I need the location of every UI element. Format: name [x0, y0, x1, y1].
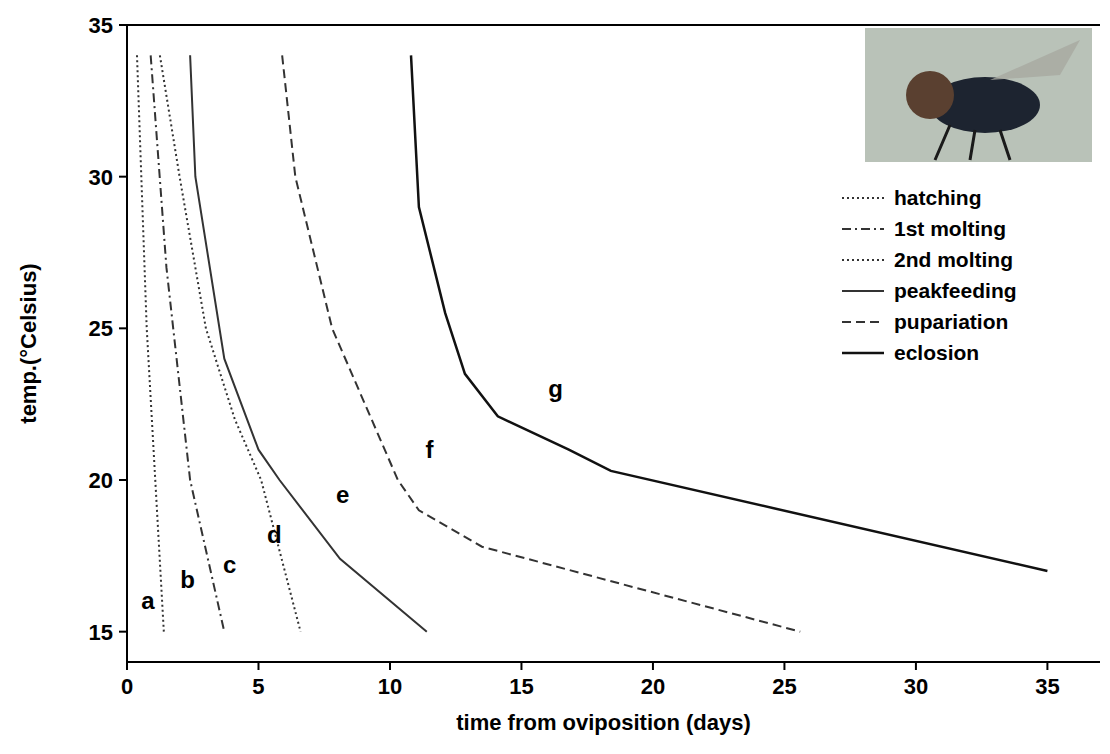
legend-label: eclosion [894, 341, 979, 364]
series-line [282, 55, 800, 631]
x-axis-line [127, 661, 1100, 663]
legend-label: hatching [894, 186, 982, 209]
legend-label: 1st molting [894, 217, 1006, 240]
photo-inset [865, 28, 1092, 162]
x-tick-label: 15 [509, 674, 533, 699]
fly-legs [935, 125, 1010, 160]
fly-wing [990, 40, 1080, 80]
x-tick-label: 25 [772, 674, 796, 699]
y-tick [119, 176, 127, 178]
y-axis-title: temp.(°Celsius) [16, 263, 41, 423]
region-label: g [548, 375, 563, 402]
axes: 0 5 10 15 20 25 30 35 15 20 25 30 35 [89, 13, 1100, 699]
series-line [137, 55, 164, 631]
x-tick [520, 662, 522, 670]
series-line [411, 55, 1047, 571]
y-tick-label: 30 [89, 165, 113, 190]
y-tick-label: 25 [89, 316, 113, 341]
series-line [151, 55, 225, 631]
photo-bg [865, 28, 1092, 162]
y-tick [119, 631, 127, 633]
x-tick [126, 662, 128, 670]
x-tick [652, 662, 654, 670]
fly-head [906, 71, 954, 119]
region-label: d [267, 521, 282, 548]
x-tick-label: 10 [378, 674, 402, 699]
plot-area [137, 55, 1047, 631]
chart: 0 5 10 15 20 25 30 35 15 20 25 30 35 time from ovipos… [0, 0, 1110, 754]
x-tick-label: 35 [1035, 674, 1059, 699]
x-tick [1046, 662, 1048, 670]
y-tick-label: 20 [89, 468, 113, 493]
region-label: b [180, 566, 195, 593]
series-line [160, 55, 301, 631]
x-axis-title: time from oviposition (days) [456, 710, 751, 735]
x-tick-label: 5 [252, 674, 264, 699]
x-tick [389, 662, 391, 670]
y-tick-label: 35 [89, 13, 113, 38]
legend-swatch [842, 290, 884, 292]
region-label: f [425, 436, 434, 463]
region-label: e [336, 481, 349, 508]
region-label: c [223, 551, 236, 578]
legend-label: peakfeeding [894, 279, 1017, 302]
legend-swatch [842, 321, 884, 323]
legend-label: 2nd molting [894, 248, 1013, 271]
series-line [190, 55, 427, 631]
legend-swatch [842, 228, 884, 230]
x-tick [915, 662, 917, 670]
legend-swatch [842, 259, 884, 261]
legend-swatch [842, 352, 884, 355]
x-tick-label: 30 [904, 674, 928, 699]
y-axis-line [126, 25, 128, 662]
legend-swatch [842, 197, 884, 199]
y-tick [119, 327, 127, 329]
top-frame-line [127, 24, 1100, 26]
y-tick-label: 15 [89, 620, 113, 645]
annotations: ab c d e f g [141, 375, 563, 614]
y-tick [119, 24, 127, 26]
region-label: a [141, 587, 155, 614]
x-tick [257, 662, 259, 670]
x-tick [783, 662, 785, 670]
x-tick-label: 0 [121, 674, 133, 699]
legend: hatching 1st molting 2nd molting peakfeedin… [842, 186, 1017, 364]
x-tick-label: 20 [641, 674, 665, 699]
legend-label: pupariation [894, 310, 1008, 333]
y-tick [119, 479, 127, 481]
